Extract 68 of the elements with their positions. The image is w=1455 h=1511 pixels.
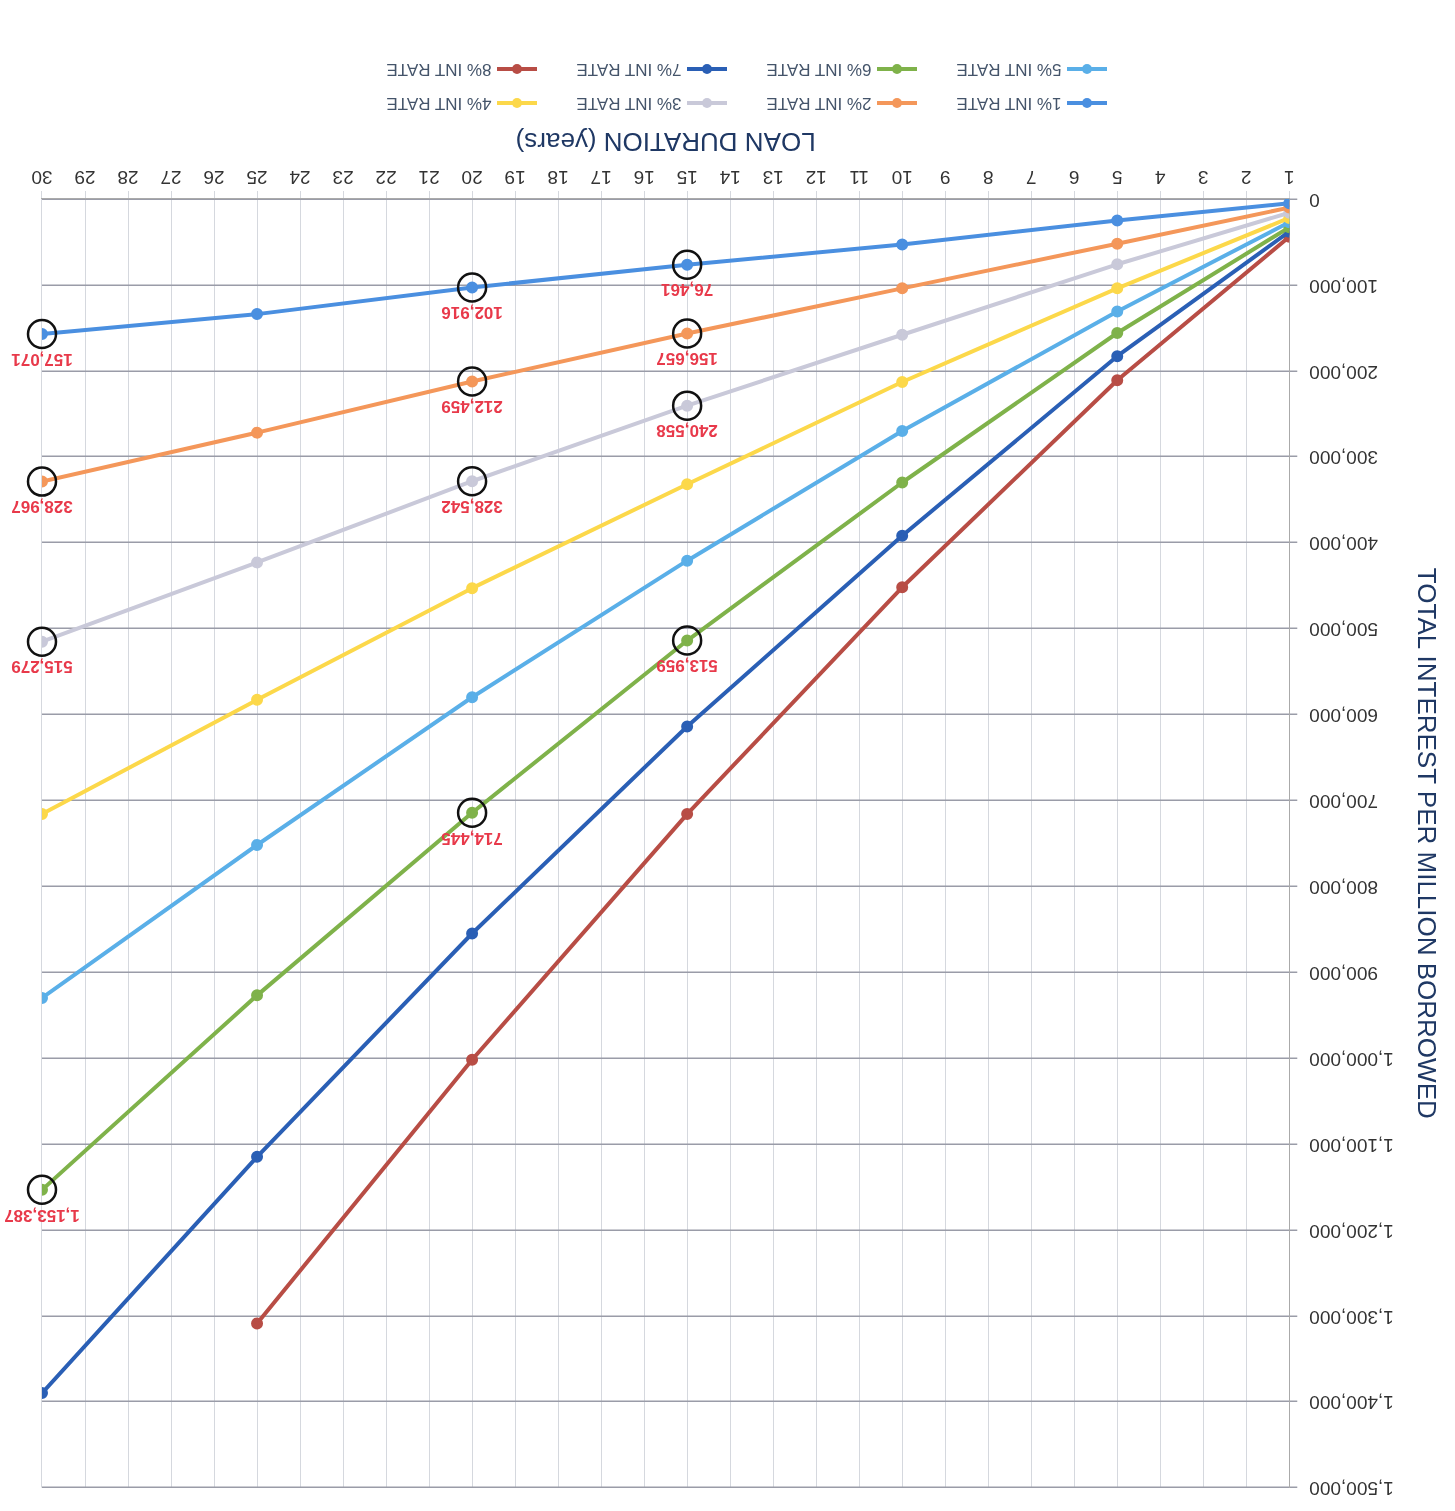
x-tick-label: 21 <box>418 167 440 189</box>
legend-label: 3% INT RATE <box>576 93 682 113</box>
x-tick-label: 4 <box>1154 167 1166 189</box>
x-tick-label: 25 <box>246 167 268 189</box>
x-tick-label: 26 <box>203 167 225 189</box>
y-tick-label: 200,000 <box>1309 361 1378 383</box>
legend-label: 4% INT RATE <box>386 93 492 113</box>
legend-label: 7% INT RATE <box>576 59 682 79</box>
annotation: 102,916 <box>441 303 503 323</box>
x-tick-label: 3 <box>1197 167 1209 189</box>
x-tick-label: 5 <box>1111 167 1123 189</box>
y-tick-label: 900,000 <box>1309 962 1378 984</box>
annotation: 1,153,387 <box>4 1205 80 1225</box>
y-tick-label: 400,000 <box>1309 533 1378 555</box>
y-tick-label: 1,400,000 <box>1309 1392 1394 1414</box>
x-tick-label: 19 <box>504 167 526 189</box>
x-tick-label: 7 <box>1025 167 1037 189</box>
x-tick-label: 16 <box>633 167 655 189</box>
x-tick-label: 9 <box>939 167 951 189</box>
x-tick-label: 23 <box>332 167 354 189</box>
x-tick-label: 24 <box>289 167 311 189</box>
x-tick-label: 22 <box>375 167 397 189</box>
x-tick-label: 17 <box>590 167 612 189</box>
x-tick-label: 29 <box>74 167 96 189</box>
y-tick-label: 0 <box>1309 189 1320 211</box>
y-tick-label: 100,000 <box>1309 275 1378 297</box>
annotation: 328,967 <box>11 497 73 517</box>
y-tick-label: 1,500,000 <box>1309 1478 1394 1500</box>
y-tick-label: 600,000 <box>1309 705 1378 727</box>
y-tick-label: 1,100,000 <box>1309 1134 1394 1156</box>
y-tick-label: 500,000 <box>1309 619 1378 641</box>
y-tick-label: 1,200,000 <box>1309 1220 1394 1242</box>
annotation: 328,542 <box>441 497 503 517</box>
y-tick-label: 300,000 <box>1309 447 1378 469</box>
annotation: 513,959 <box>656 656 718 676</box>
x-tick-label: 28 <box>117 167 139 189</box>
x-tick-label: 10 <box>891 167 913 189</box>
x-tick-label: 13 <box>762 167 784 189</box>
annotation: 240,558 <box>656 421 718 441</box>
x-tick-label: 2 <box>1240 167 1252 189</box>
x-tick-label: 11 <box>849 167 870 189</box>
legend-label: 2% INT RATE <box>766 93 872 113</box>
annotation: 714,445 <box>441 828 503 848</box>
x-tick-label: 14 <box>719 167 741 189</box>
annotation: 157,071 <box>11 349 73 369</box>
x-tick-label: 12 <box>805 167 827 189</box>
annotation: 156,657 <box>656 349 718 369</box>
x-tick-label: 1 <box>1283 167 1295 189</box>
y-tick-label: 800,000 <box>1309 877 1378 899</box>
legend-label: 1% INT RATE <box>956 93 1062 113</box>
x-tick-label: 15 <box>676 167 698 189</box>
x-tick-label: 18 <box>547 167 569 189</box>
y-axis-title: TOTAL INTEREST PER MILLION BORROWED <box>1412 567 1443 1119</box>
y-tick-label: 1,000,000 <box>1309 1048 1394 1070</box>
y-tick-label: 1,300,000 <box>1309 1306 1394 1328</box>
x-tick-label: 27 <box>160 167 182 189</box>
annotation: 212,459 <box>441 397 503 417</box>
x-axis-title: LOAN DURATION (years) <box>515 127 816 158</box>
x-tick-label: 8 <box>982 167 994 189</box>
annotation: 76,461 <box>661 280 714 300</box>
x-tick-label: 20 <box>461 167 483 189</box>
y-tick-label: 700,000 <box>1309 791 1378 813</box>
legend-label: 6% INT RATE <box>766 59 872 79</box>
x-tick-label: 30 <box>31 167 53 189</box>
x-tick-label: 6 <box>1068 167 1080 189</box>
annotation: 515,279 <box>11 657 73 677</box>
legend-label: 8% INT RATE <box>386 59 492 79</box>
legend-label: 5% INT RATE <box>956 59 1062 79</box>
